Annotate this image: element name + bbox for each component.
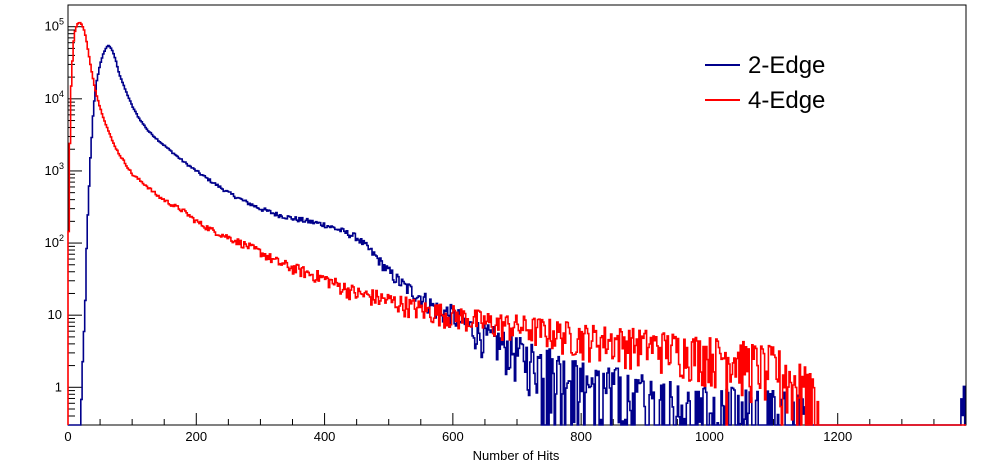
x-tick-label: 1000 xyxy=(695,429,724,444)
legend-label: 4-Edge xyxy=(748,87,825,114)
legend-label: 2-Edge xyxy=(748,52,825,79)
y-tick-label: 10 xyxy=(48,307,62,322)
x-axis-ticks xyxy=(67,413,967,425)
plot-frame xyxy=(67,4,967,426)
x-axis-title: Number of Hits xyxy=(473,448,560,463)
series-line-4-edge xyxy=(67,21,966,426)
y-tick-label: 105 xyxy=(45,17,64,34)
legend: 2-Edge 4-Edge xyxy=(705,52,825,114)
x-tick-label: 800 xyxy=(570,429,592,444)
x-tick-label: 200 xyxy=(185,429,207,444)
x-tick-label: 1200 xyxy=(823,429,852,444)
x-tick-label: 0 xyxy=(64,429,71,444)
x-tick-label: 400 xyxy=(314,429,336,444)
y-tick-label: 1 xyxy=(55,379,62,394)
x-tick-label: 600 xyxy=(442,429,464,444)
y-tick-label: 103 xyxy=(45,161,64,178)
y-tick-label: 104 xyxy=(45,89,64,106)
y-tick-label: 102 xyxy=(45,233,64,250)
series-line-2-edge xyxy=(68,44,966,426)
